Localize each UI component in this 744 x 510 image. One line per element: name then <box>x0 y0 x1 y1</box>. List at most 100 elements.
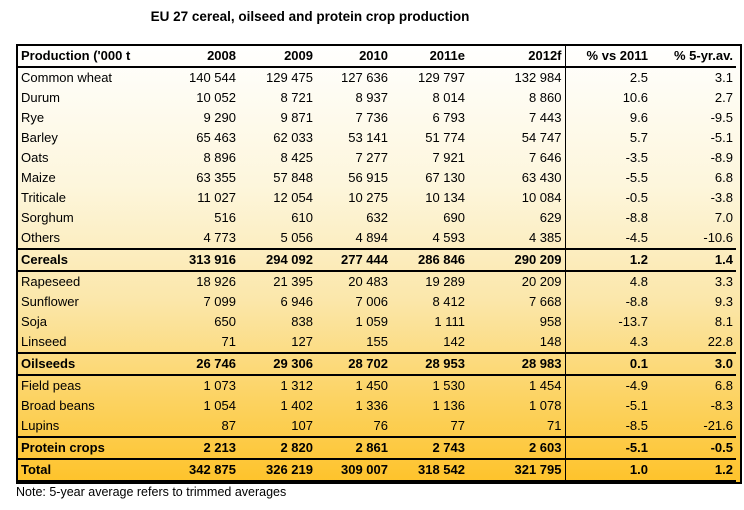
cell: 9 290 <box>203 110 236 125</box>
cell: 2 743 <box>391 436 468 460</box>
cell: 142 <box>443 334 465 349</box>
cell: 7 443 <box>528 110 562 125</box>
cell: 286 846 <box>391 248 468 272</box>
row-label: Others <box>21 230 61 245</box>
row-label: Lupins <box>21 418 60 433</box>
cell: -0.5 <box>651 436 736 460</box>
column-header: 2010 <box>316 46 391 68</box>
cell: 309 007 <box>316 458 391 482</box>
table-row: Durum 10 052 8 721 8 937 8 014 8 860 10.6 2.7 <box>18 88 736 108</box>
cell: -8.9 <box>710 150 733 165</box>
cell: 7 736 <box>355 110 388 125</box>
table-row: Rye 9 290 9 871 7 736 6 793 7 443 9.6 -9.5 <box>18 108 736 128</box>
cell: 8 014 <box>432 90 465 105</box>
cell: 313 916 <box>159 248 239 272</box>
cell: 1 059 <box>355 314 388 329</box>
cell: 629 <box>539 210 562 225</box>
cell: 321 795 <box>468 458 565 482</box>
cell: 56 915 <box>348 170 388 185</box>
cell: 21 395 <box>273 274 313 289</box>
cell: 2.7 <box>714 90 733 105</box>
cell: 129 475 <box>266 70 313 85</box>
cell: -5.1 <box>710 130 733 145</box>
column-header: 2011e <box>391 46 468 68</box>
table-row: Soja 650 838 1 059 1 111 958 -13.7 8.1 <box>18 312 736 332</box>
cell: 9.6 <box>564 108 651 128</box>
cell: 132 984 <box>514 70 562 85</box>
cell: 127 <box>291 334 313 349</box>
cell: 62 033 <box>273 130 313 145</box>
cell: 8.1 <box>714 314 733 329</box>
cell: 3.0 <box>651 352 736 376</box>
cell: -13.7 <box>564 312 651 332</box>
cell: 6.8 <box>714 378 733 393</box>
cell: -0.5 <box>564 188 651 208</box>
cell: -3.5 <box>564 148 651 168</box>
cell: 8 896 <box>203 150 236 165</box>
cell: 5.7 <box>564 128 651 148</box>
cell: 6.8 <box>714 170 733 185</box>
cell: 11 027 <box>197 190 236 205</box>
page-title: EU 27 cereal, oilseed and protein crop p… <box>150 9 470 24</box>
cell: 2 603 <box>468 436 565 460</box>
cell: 4 593 <box>432 230 465 245</box>
column-header: % 5-yr.av. <box>651 46 736 68</box>
cell: 8 860 <box>528 90 562 105</box>
cell: 650 <box>214 314 236 329</box>
cell: 5 056 <box>280 230 313 245</box>
cell: 1.0 <box>564 458 651 482</box>
cell: 1 136 <box>432 398 465 413</box>
row-label: Sorghum <box>21 210 74 225</box>
cell: -4.5 <box>564 228 651 249</box>
cell: 6 946 <box>280 294 313 309</box>
cell: -8.8 <box>564 292 651 312</box>
row-label: Soja <box>21 314 48 329</box>
cell: 2 213 <box>159 436 239 460</box>
production-table: Production ('000 t 2008 2009 2010 2011e 2012f… <box>18 46 736 482</box>
cell: 76 <box>373 418 388 433</box>
table-row-subtotal: Cereals 313 916 294 092 277 444 286 846 290 2… <box>18 248 736 272</box>
cell: 1.4 <box>651 248 736 272</box>
row-label: Total <box>18 458 159 482</box>
row-label: Durum <box>21 90 61 105</box>
footnote: Note: 5-year average refers to trimmed a… <box>16 485 287 499</box>
cell: 18 926 <box>196 274 236 289</box>
cell: 87 <box>221 418 236 433</box>
row-label: Protein crops <box>18 436 159 460</box>
row-label: Oats <box>21 150 49 165</box>
cell: 7 921 <box>432 150 465 165</box>
column-header: 2008 <box>159 46 239 68</box>
cell: 7 277 <box>355 150 388 165</box>
cell: 2 820 <box>239 436 316 460</box>
cell: 107 <box>291 418 313 433</box>
cell: 4 385 <box>528 230 562 245</box>
cell: 516 <box>214 210 236 225</box>
table-row: Linseed 71 127 155 142 148 4.3 22.8 <box>18 332 736 353</box>
row-label: Linseed <box>21 334 67 349</box>
cell: 7.0 <box>714 210 733 225</box>
cell: 9.3 <box>714 294 733 309</box>
cell: 28 953 <box>391 352 468 376</box>
cell: -4.9 <box>564 375 651 396</box>
cell: 326 219 <box>239 458 316 482</box>
cell: 10.6 <box>564 88 651 108</box>
cell: 342 875 <box>159 458 239 482</box>
cell: 7 646 <box>528 150 562 165</box>
cell: 6 793 <box>432 110 465 125</box>
cell: 632 <box>366 210 388 225</box>
table-header-row: Production ('000 t 2008 2009 2010 2011e 2012f… <box>18 46 736 68</box>
cell: -5.1 <box>564 436 651 460</box>
cell: 4.8 <box>564 271 651 292</box>
table-row: Triticale 11 027 12 054 10 275 10 134 10 084-… <box>18 188 736 208</box>
table-row: Maize 63 355 57 848 56 915 67 130 63 430 -5.5 6… <box>18 168 736 188</box>
cell: 71 <box>221 334 236 349</box>
row-label: Common wheat <box>21 70 113 85</box>
cell: 1 530 <box>432 378 465 393</box>
cell: 1 312 <box>280 378 313 393</box>
cell: 63 355 <box>196 170 236 185</box>
cell: 63 430 <box>521 170 562 185</box>
cell: 155 <box>366 334 388 349</box>
cell: 318 542 <box>391 458 468 482</box>
cell: 1 073 <box>203 378 236 393</box>
row-label: Rapeseed <box>21 274 81 289</box>
